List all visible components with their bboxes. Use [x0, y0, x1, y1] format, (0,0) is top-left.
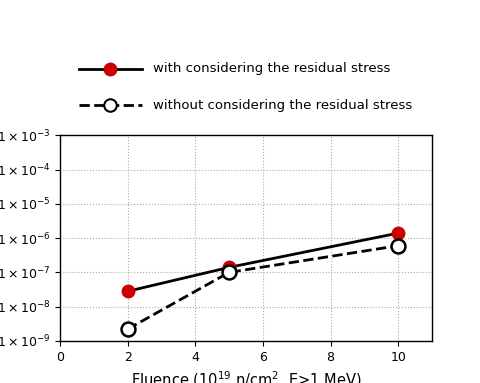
Text: with considering the residual stress: with considering the residual stress — [153, 62, 390, 75]
Text: without considering the residual stress: without considering the residual stress — [153, 99, 412, 112]
X-axis label: Fluence (10$^{19}$ n/cm$^2$, E>1 MeV): Fluence (10$^{19}$ n/cm$^2$, E>1 MeV) — [131, 369, 361, 383]
